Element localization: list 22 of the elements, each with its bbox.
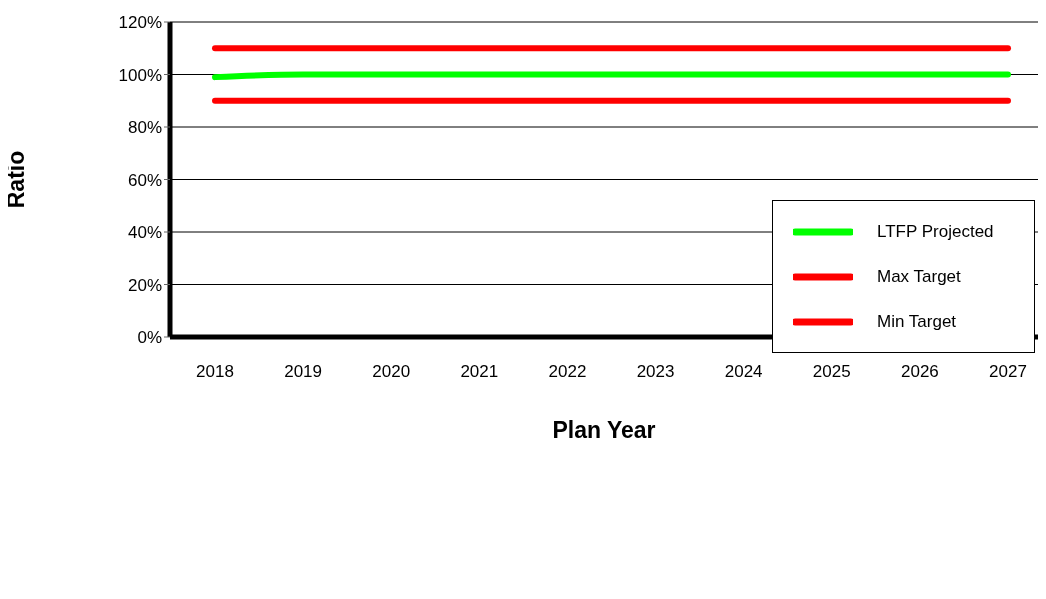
x-tick-label: 2024 <box>724 362 763 382</box>
x-tick-label: 2020 <box>372 362 411 382</box>
x-tick-label: 2027 <box>989 362 1027 382</box>
x-tick-label: 2019 <box>284 362 323 382</box>
x-tick-label: 2021 <box>460 362 499 382</box>
legend-label: Min Target <box>877 311 957 332</box>
y-axis-title: Ratio <box>3 150 30 209</box>
y-tick-label: 20% <box>127 275 162 295</box>
y-tick-label: 60% <box>127 170 162 190</box>
y-tick-label: 100% <box>118 65 162 85</box>
y-tick-label: 40% <box>127 223 162 243</box>
legend-label: Max Target <box>877 266 961 287</box>
x-tick-label: 2023 <box>636 362 675 382</box>
x-tick-label: 2025 <box>812 362 851 382</box>
x-tick-label: 2022 <box>548 362 587 382</box>
legend-label: LTFP Projected <box>877 221 994 242</box>
x-tick-label: 2018 <box>196 362 234 382</box>
y-tick-label: 0% <box>137 328 162 348</box>
y-tick-label: 80% <box>127 118 162 138</box>
y-tick-label: 120% <box>118 13 162 33</box>
x-tick-label: 2026 <box>900 362 939 382</box>
x-axis-title: Plan Year <box>552 417 656 443</box>
